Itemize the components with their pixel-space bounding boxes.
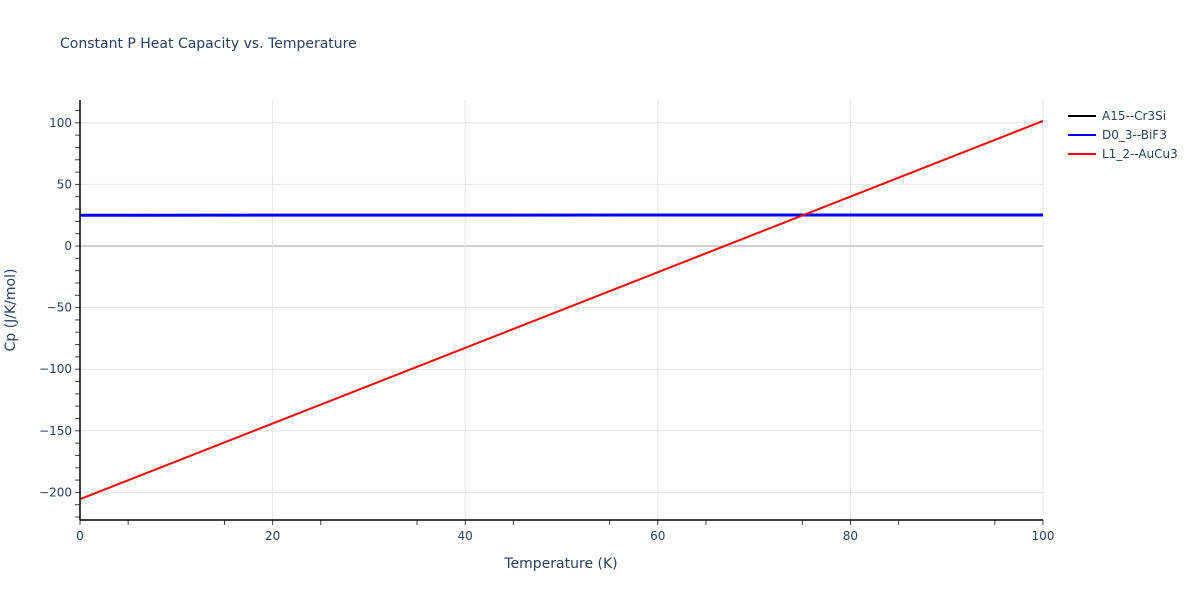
legend-item-a15[interactable]: A15--Cr3Si <box>1068 106 1178 125</box>
series-line <box>79 120 1044 501</box>
gridlines <box>80 100 1044 520</box>
chart-title: Constant P Heat Capacity vs. Temperature <box>60 36 357 52</box>
legend-item-l12[interactable]: L1_2--AuCu3 <box>1068 144 1178 163</box>
y-tick-label: −150 <box>39 424 72 438</box>
y-tick-label: −200 <box>39 485 72 499</box>
y-tick-label: 50 <box>57 177 72 191</box>
legend-label: A15--Cr3Si <box>1102 108 1167 123</box>
y-tick-label: 0 <box>64 239 72 253</box>
x-tick-label: 80 <box>843 529 858 543</box>
x-tick-label: 60 <box>650 529 665 543</box>
y-tick-label: −100 <box>39 362 72 376</box>
legend-swatch <box>1068 152 1096 155</box>
x-tick-label: 0 <box>76 529 84 543</box>
y-tick-label: 100 <box>49 116 72 130</box>
legend-swatch <box>1068 114 1096 117</box>
y-tick-label: −50 <box>47 301 72 315</box>
legend-swatch <box>1068 133 1096 136</box>
legend-item-d03[interactable]: D0_3--BiF3 <box>1068 125 1178 144</box>
legend-label: L1_2--AuCu3 <box>1102 146 1178 161</box>
x-axis-label: Temperature (K) <box>503 556 617 572</box>
legend-label: D0_3--BiF3 <box>1102 127 1167 142</box>
axes: 100 50 0 −50 −100 −150 −200 0 20 40 60 80 100 <box>39 100 1054 543</box>
data-lines <box>79 120 1044 501</box>
x-tick-label: 40 <box>458 529 473 543</box>
legend: A15--Cr3Si D0_3--BiF3 L1_2--AuCu3 <box>1068 106 1178 163</box>
x-tick-label: 20 <box>265 529 280 543</box>
x-tick-label: 100 <box>1032 529 1055 543</box>
y-axis-label: Cp (J/K/mol) <box>3 269 19 352</box>
